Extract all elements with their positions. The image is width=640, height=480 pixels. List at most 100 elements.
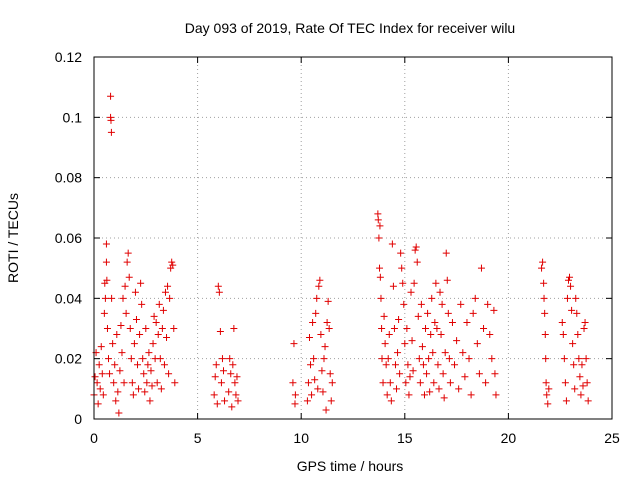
data-point	[228, 403, 236, 411]
data-point	[437, 331, 445, 339]
data-point	[386, 379, 394, 387]
data-point	[142, 325, 150, 332]
data-point	[388, 240, 396, 248]
data-point	[422, 325, 430, 332]
data-point	[441, 349, 449, 357]
data-point	[217, 379, 225, 387]
data-point	[413, 258, 421, 266]
data-point	[95, 361, 103, 369]
data-point	[149, 340, 157, 348]
data-point	[114, 388, 122, 396]
data-point	[379, 379, 387, 387]
data-point	[571, 385, 579, 393]
data-point	[408, 337, 416, 345]
data-point	[559, 331, 567, 339]
data-point	[430, 379, 438, 387]
data-point	[303, 397, 311, 405]
grid-layer	[94, 57, 612, 419]
data-point	[538, 264, 546, 272]
y-tick-label: 0.08	[55, 170, 82, 186]
data-point	[320, 355, 328, 363]
data-point	[438, 300, 446, 308]
data-point	[326, 370, 334, 378]
data-point	[406, 373, 414, 381]
data-point	[414, 312, 422, 320]
data-point	[390, 325, 398, 332]
data-point	[407, 288, 415, 296]
data-point	[129, 391, 137, 399]
data-point	[304, 379, 312, 387]
chart-title: Day 093 of 2019, Rate Of TEC Index for r…	[185, 20, 515, 36]
data-point	[544, 400, 552, 408]
data-point	[131, 288, 139, 296]
ticks-layer	[93, 56, 613, 420]
data-point	[169, 261, 177, 269]
data-point	[165, 370, 173, 378]
data-point	[309, 318, 317, 326]
y-tick-label: 0.1	[63, 109, 83, 125]
data-point	[540, 279, 548, 287]
data-point	[122, 309, 130, 317]
data-point	[473, 340, 481, 348]
data-point	[221, 397, 229, 405]
data-point	[558, 318, 566, 326]
data-point	[161, 288, 169, 296]
data-point	[136, 331, 144, 339]
data-point	[102, 258, 110, 266]
data-point	[568, 306, 576, 314]
data-point	[471, 294, 479, 302]
data-point	[98, 370, 106, 378]
data-point	[110, 379, 118, 387]
data-point	[539, 258, 547, 266]
data-point	[170, 325, 178, 332]
data-point	[291, 391, 299, 399]
data-point	[109, 340, 117, 348]
data-point	[327, 397, 335, 405]
data-point	[545, 385, 553, 393]
data-point	[445, 355, 453, 363]
data-point	[289, 379, 297, 387]
data-point	[123, 258, 131, 266]
data-point	[375, 234, 383, 242]
data-point	[316, 276, 324, 284]
data-point	[137, 279, 145, 287]
data-point	[211, 373, 219, 381]
data-point	[574, 331, 582, 339]
data-point	[107, 128, 115, 136]
data-point	[227, 370, 235, 378]
data-point	[315, 282, 323, 290]
data-points-layer	[90, 92, 592, 417]
data-point	[578, 361, 586, 369]
data-point	[409, 367, 417, 375]
data-point	[100, 309, 108, 317]
data-point	[397, 249, 405, 257]
data-point	[376, 264, 384, 272]
x-tick-label: 5	[194, 430, 202, 446]
data-point	[118, 349, 126, 357]
data-point	[486, 331, 494, 339]
data-point	[563, 294, 571, 302]
data-point	[416, 379, 424, 387]
data-point	[119, 294, 127, 302]
data-point	[378, 325, 386, 332]
data-point	[233, 373, 241, 381]
data-point	[584, 397, 592, 405]
data-point	[378, 355, 386, 363]
y-tick-label: 0.06	[55, 230, 82, 246]
data-point	[396, 370, 404, 378]
data-point	[317, 331, 325, 339]
data-point	[374, 210, 382, 218]
y-tick-label: 0.04	[55, 290, 82, 306]
data-point	[152, 318, 160, 326]
data-point	[230, 325, 238, 332]
data-point	[579, 382, 587, 390]
data-point	[113, 331, 121, 339]
data-point	[220, 367, 227, 375]
data-point	[226, 355, 234, 363]
tick-labels-layer: 0 5 10 15 20 25 0 0.02 0.04 0.06 0.08 0.1 0.12	[55, 49, 620, 446]
data-point	[384, 355, 392, 363]
data-point	[429, 349, 437, 357]
data-point	[376, 273, 384, 281]
data-point	[488, 355, 496, 363]
